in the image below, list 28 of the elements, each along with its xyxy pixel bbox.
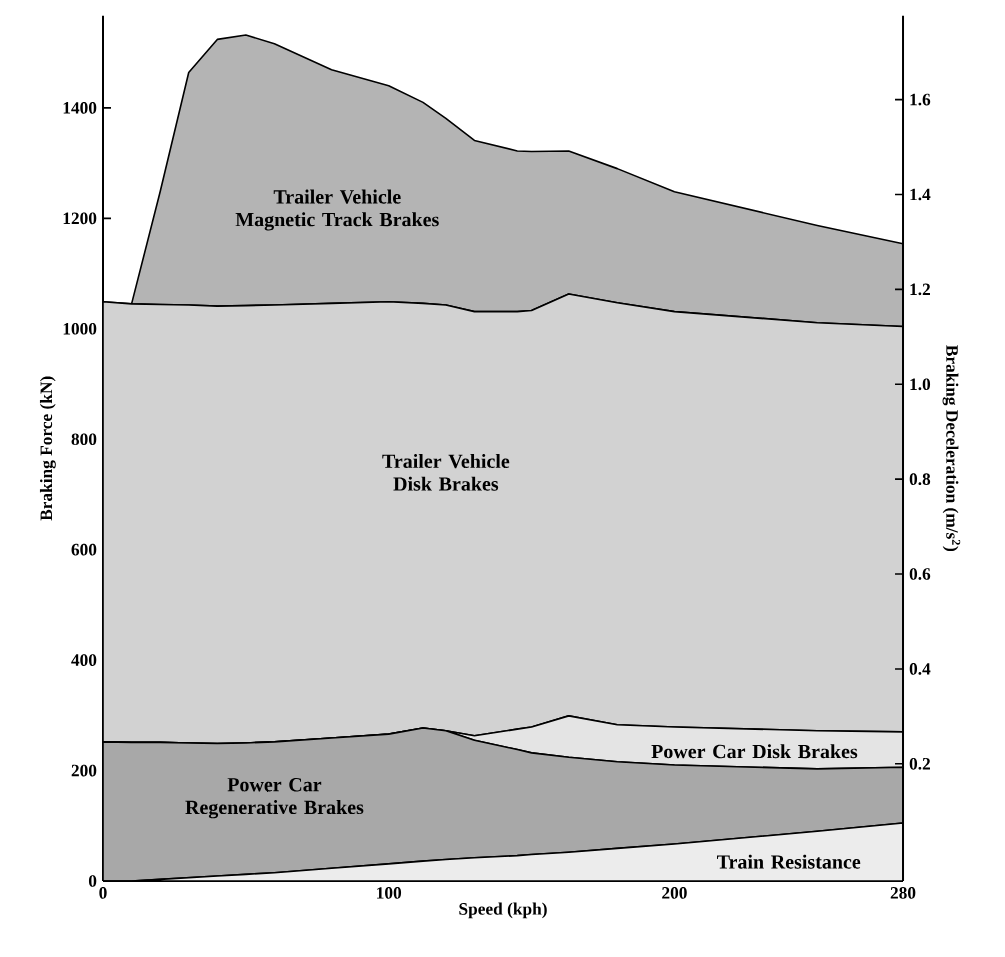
x-tick-label: 0 [99, 887, 107, 899]
y2-tick-label: 1.6 [910, 93, 931, 106]
y-tick-label: 1200 [63, 212, 97, 225]
series-label: Trailer Vehicle Magnetic Track Brakes [235, 189, 439, 231]
y2-tick-label: 0.6 [909, 568, 931, 580]
series-label: Trailer Vehicle Disk Brakes [382, 453, 510, 491]
y2-tick-label: 1.2 [910, 283, 930, 296]
y-tick-label: 400 [71, 654, 97, 666]
y-tick-label: 1000 [63, 322, 97, 335]
x-axis-title: Speed (kph) [459, 902, 547, 919]
y-axis-title: Braking Force (kN) [39, 376, 56, 521]
series-label: Power Car Disk Brakes [651, 744, 858, 759]
y-tick-label: 800 [71, 433, 97, 446]
y-tick-label: 200 [71, 764, 97, 777]
x-tick-label: 280 [890, 887, 916, 899]
y-tick-label: 1400 [63, 102, 97, 114]
y2-tick-label: 0.4 [909, 663, 931, 675]
y-tick-label: 0 [88, 875, 97, 887]
x-tick-label: 100 [377, 887, 402, 899]
y2-tick-label: 0.2 [909, 757, 930, 770]
series-label: Power Car Regenerative Brakes [185, 778, 364, 819]
y2-tick-label: 0.8 [909, 473, 931, 486]
y2-axis-title: Braking Deceleration (m/s$^{2}$) [942, 345, 961, 552]
y2-tick-label: 1.0 [910, 378, 931, 391]
x-tick-label: 200 [662, 887, 687, 899]
y2-tick-label: 1.4 [910, 188, 931, 201]
y-tick-label: 600 [71, 543, 97, 556]
series-label: Train Resistance [717, 854, 861, 869]
